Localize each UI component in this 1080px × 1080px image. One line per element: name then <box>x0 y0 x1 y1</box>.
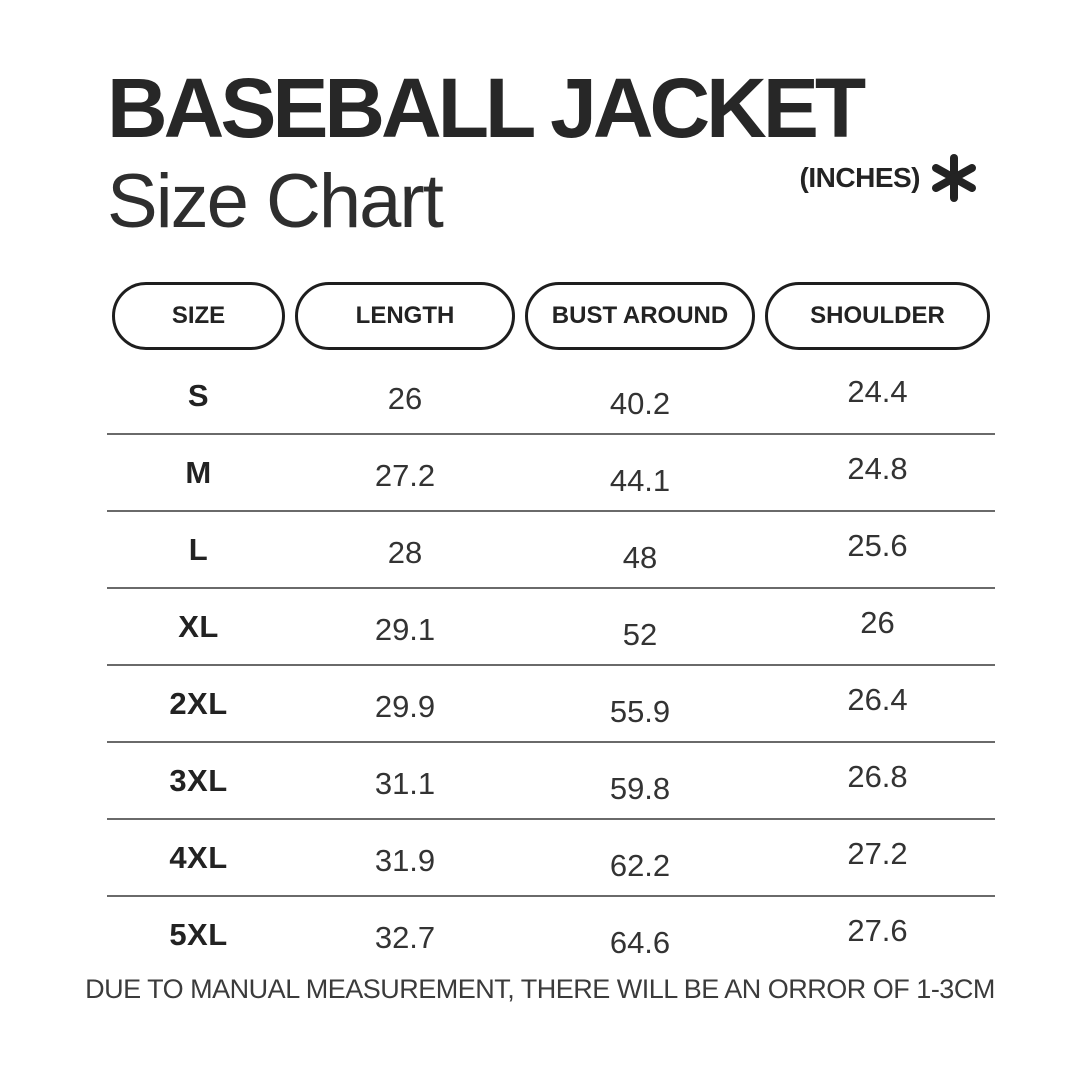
column-header-cell-bust: BUST AROUND <box>520 282 760 350</box>
page-subtitle: Size Chart <box>107 159 444 244</box>
table-row-4xl: 4XL 31.9 62.2 27.2 <box>107 820 995 897</box>
page-title: BASEBALL JACKET <box>107 61 866 155</box>
table-row-5xl: 5XL 32.7 64.6 27.6 <box>107 897 995 972</box>
header: BASEBALL JACKET Size Chart <box>107 61 866 244</box>
cell-size: 5XL <box>169 917 228 952</box>
cell-length: 28 <box>387 535 423 570</box>
table-row-l: L 28 48 25.6 <box>107 512 995 589</box>
cell-length: 29.1 <box>374 612 436 647</box>
cell-size: 4XL <box>169 840 228 875</box>
cell-shoulder: 25.6 <box>847 528 908 563</box>
table-row-s: S 26 40.2 24.4 <box>107 358 995 435</box>
cell-size: 3XL <box>169 763 228 798</box>
cell-shoulder: 27.2 <box>847 836 908 871</box>
cell-length: 31.9 <box>374 843 436 878</box>
column-header-cell-length: LENGTH <box>290 282 520 350</box>
cell-length: 27.2 <box>374 458 436 493</box>
cell-bust: 48 <box>622 540 658 575</box>
cell-bust: 40.2 <box>609 386 671 421</box>
cell-bust: 55.9 <box>609 694 671 729</box>
table-row-m: M 27.2 44.1 24.8 <box>107 435 995 512</box>
cell-size: S <box>187 378 210 413</box>
cell-shoulder: 26 <box>860 605 895 640</box>
cell-length: 29.9 <box>374 689 436 724</box>
cell-bust: 64.6 <box>609 925 671 960</box>
cell-bust: 62.2 <box>609 848 671 883</box>
column-header-cell-shoulder: SHOULDER <box>760 282 995 350</box>
cell-bust: 52 <box>622 617 658 652</box>
units-label: (INCHES) <box>799 162 921 193</box>
footer-note: DUE TO MANUAL MEASUREMENT, THERE WILL BE… <box>85 974 995 1004</box>
table-row-2xl: 2XL 29.9 55.9 26.4 <box>107 666 995 743</box>
cell-shoulder: 24.4 <box>847 374 908 409</box>
cell-shoulder: 27.6 <box>847 913 908 948</box>
column-header-pill-bust: BUST AROUND <box>525 282 755 350</box>
cell-length: 26 <box>387 381 423 416</box>
cell-length: 31.1 <box>374 766 436 801</box>
asterisk-icon <box>930 152 978 204</box>
cell-size: XL <box>178 609 219 644</box>
cell-shoulder: 26.8 <box>847 759 908 794</box>
size-table: SIZE LENGTH BUST AROUND SHOULDER S 26 40.2 24.… <box>107 282 995 972</box>
cell-size: L <box>188 532 209 567</box>
column-header-pill-shoulder: SHOULDER <box>765 282 990 350</box>
column-header-cell-size: SIZE <box>107 282 290 350</box>
units-label-group: (INCHES) <box>800 152 978 204</box>
cell-bust: 44.1 <box>609 463 671 498</box>
cell-shoulder: 24.8 <box>847 451 908 486</box>
cell-size: M <box>185 455 212 490</box>
column-header-row: SIZE LENGTH BUST AROUND SHOULDER <box>107 282 995 350</box>
table-body: S 26 40.2 24.4 M 27.2 44.1 24.8 L 28 48 25.6 XL 29.1 5… <box>107 358 995 972</box>
cell-bust: 59.8 <box>609 771 671 806</box>
table-row-xl: XL 29.1 52 26 <box>107 589 995 666</box>
cell-shoulder: 26.4 <box>847 682 908 717</box>
cell-length: 32.7 <box>374 920 436 955</box>
cell-size: 2XL <box>169 686 228 721</box>
table-row-3xl: 3XL 31.1 59.8 26.8 <box>107 743 995 820</box>
column-header-pill-length: LENGTH <box>295 282 515 350</box>
column-header-pill-size: SIZE <box>112 282 285 350</box>
